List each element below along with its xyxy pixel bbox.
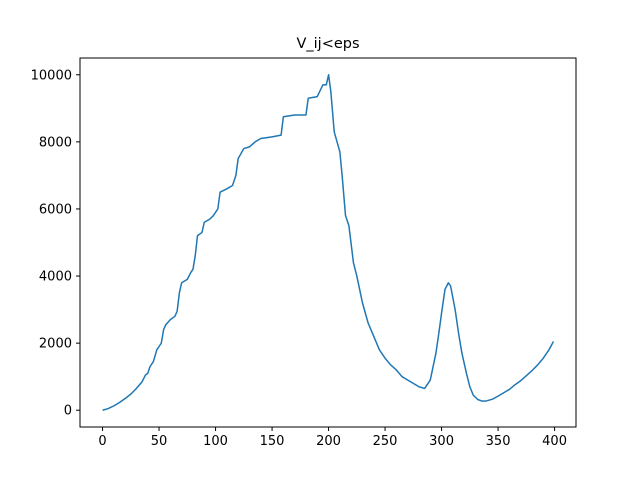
y-tick-label: 6000 — [39, 202, 72, 217]
x-tick-label: 0 — [98, 434, 106, 449]
y-tick-label: 4000 — [39, 270, 72, 285]
x-tick-label: 150 — [260, 434, 285, 449]
chart-title: V_ij<eps — [296, 36, 359, 52]
x-tick-label: 250 — [373, 434, 398, 449]
y-tick-label: 0 — [64, 404, 72, 419]
x-tick-label: 50 — [151, 434, 168, 449]
y-tick-label: 8000 — [39, 135, 72, 150]
x-tick-label: 350 — [486, 434, 511, 449]
x-tick-label: 300 — [429, 434, 454, 449]
x-tick-label: 100 — [203, 434, 228, 449]
x-tick-label: 400 — [542, 434, 567, 449]
y-tick-label: 2000 — [39, 337, 72, 352]
plot-frame — [79, 57, 577, 428]
y-tick-label: 10000 — [31, 68, 72, 83]
data-line — [102, 74, 555, 411]
x-tick-label: 200 — [316, 434, 341, 449]
